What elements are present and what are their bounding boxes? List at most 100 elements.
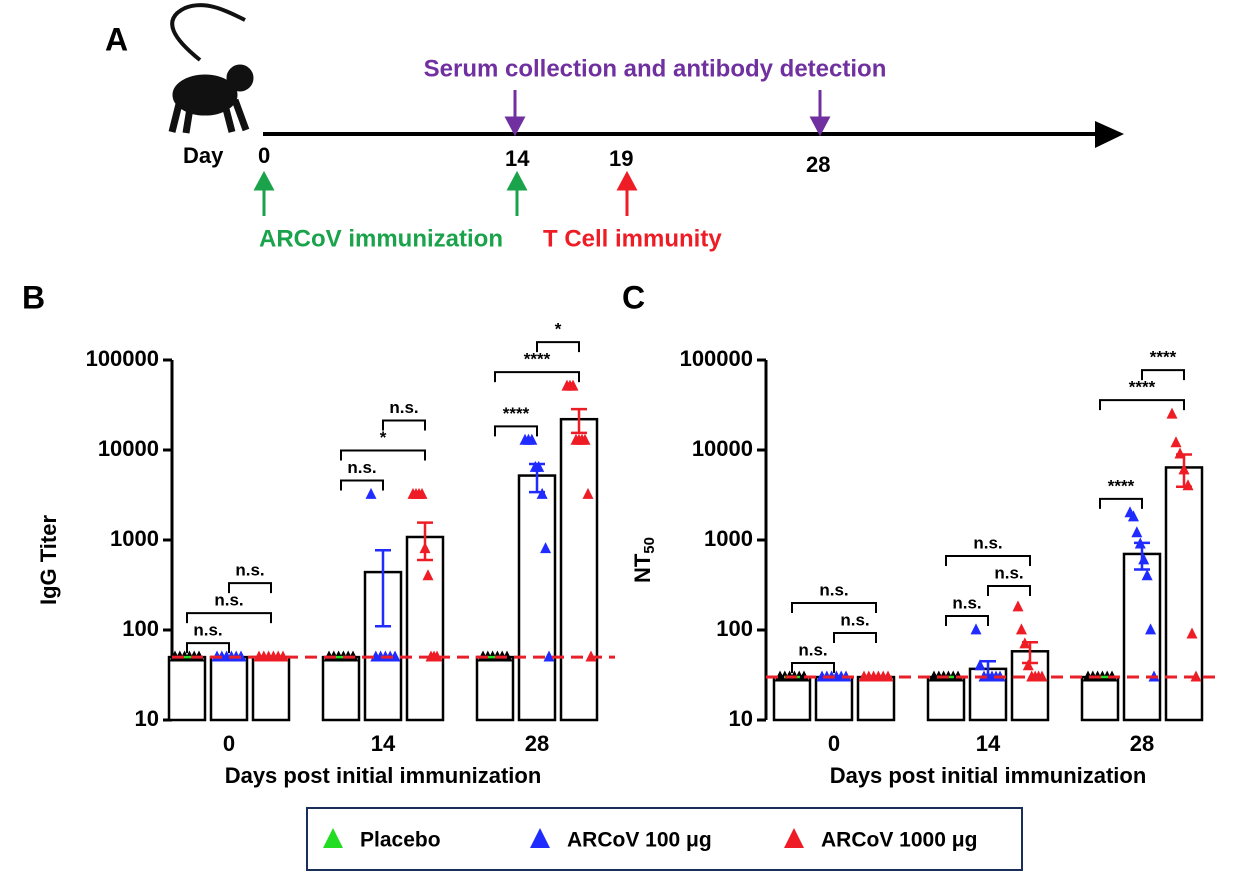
significance-bracket bbox=[945, 555, 1031, 566]
significance-bracket bbox=[340, 449, 426, 461]
legend-marker bbox=[323, 828, 343, 848]
bar bbox=[209, 655, 249, 722]
data-point bbox=[365, 487, 377, 499]
legend-label: ARCoV 1000 μg bbox=[821, 829, 977, 852]
bar bbox=[251, 655, 291, 722]
significance-bracket bbox=[1099, 399, 1185, 411]
data-point bbox=[1186, 627, 1198, 639]
y-tick-label: 1000 bbox=[704, 526, 753, 551]
y-tick-label: 10000 bbox=[98, 436, 159, 461]
significance-bracket bbox=[340, 479, 384, 491]
significance-bracket bbox=[1099, 497, 1143, 509]
data-point bbox=[1141, 569, 1153, 581]
y-tick-label: 10 bbox=[135, 706, 159, 731]
y-tick-label: 100 bbox=[716, 616, 753, 641]
significance-bracket bbox=[791, 602, 877, 614]
significance-label: **** bbox=[1150, 348, 1177, 367]
data-point bbox=[536, 487, 548, 499]
bar bbox=[814, 675, 854, 722]
bar bbox=[559, 417, 599, 722]
significance-bracket bbox=[536, 341, 580, 353]
bar bbox=[517, 474, 557, 722]
bar bbox=[475, 655, 515, 722]
immunization-label: ARCoV immunization bbox=[259, 225, 503, 252]
data-point bbox=[526, 433, 538, 445]
x-tick-label: 0 bbox=[828, 731, 840, 756]
y-tick-label: 1000 bbox=[110, 526, 159, 551]
significance-label: n.s. bbox=[840, 611, 869, 630]
significance-bracket bbox=[186, 612, 272, 624]
error-bar bbox=[1134, 541, 1150, 571]
timeline-panel: A Day 0 14 19 28 Serum collection and an… bbox=[105, 3, 1124, 252]
legend-label: ARCoV 100 μg bbox=[567, 829, 712, 852]
legend-marker bbox=[784, 828, 804, 848]
data-point bbox=[431, 650, 443, 662]
x-tick-label: 28 bbox=[1130, 731, 1154, 756]
error-bar bbox=[1022, 641, 1038, 665]
bar bbox=[1164, 466, 1204, 722]
error-bar bbox=[529, 462, 545, 494]
day-tick: 19 bbox=[609, 146, 633, 171]
y-axis-title-subscript: 50 bbox=[641, 537, 658, 554]
day-tick: 28 bbox=[806, 152, 830, 177]
significance-bracket bbox=[945, 615, 989, 626]
data-point bbox=[416, 487, 428, 499]
error-bar bbox=[375, 548, 391, 628]
legend-label: Placebo bbox=[360, 829, 441, 852]
significance-label: n.s. bbox=[973, 533, 1002, 552]
data-point bbox=[1145, 623, 1157, 635]
immunization-arrows bbox=[253, 170, 528, 216]
significance-bracket bbox=[833, 632, 877, 644]
serum-arrows bbox=[504, 90, 831, 137]
y-tick-label: 100000 bbox=[86, 346, 159, 371]
panel-label: A bbox=[105, 21, 128, 57]
x-tick-label: 28 bbox=[525, 731, 549, 756]
significance-bracket bbox=[791, 662, 835, 674]
y-tick-label: 100000 bbox=[680, 346, 753, 371]
significance-bracket bbox=[494, 425, 538, 437]
data-point bbox=[422, 569, 434, 581]
significance-label: n.s. bbox=[952, 593, 981, 612]
y-axis-title: NT50 bbox=[630, 537, 658, 583]
legend-box bbox=[306, 807, 1023, 871]
data-point bbox=[567, 379, 579, 391]
significance-bracket bbox=[228, 582, 272, 594]
data-point bbox=[1170, 436, 1182, 448]
significance-label: n.s. bbox=[235, 561, 264, 580]
y-tick-label: 100 bbox=[122, 616, 159, 641]
x-tick-label: 0 bbox=[223, 731, 235, 756]
significance-label: **** bbox=[503, 404, 530, 423]
error-bar bbox=[571, 407, 587, 435]
significance-bracket bbox=[382, 419, 426, 431]
bar bbox=[405, 535, 445, 722]
significance-label: n.s. bbox=[798, 641, 827, 660]
significance-label: n.s. bbox=[347, 458, 376, 477]
data-point bbox=[974, 659, 986, 671]
data-point bbox=[389, 650, 401, 662]
bar bbox=[167, 655, 207, 722]
significance-label: n.s. bbox=[994, 563, 1023, 582]
data-point bbox=[579, 433, 591, 445]
data-point bbox=[1131, 526, 1143, 538]
x-tick-label: 14 bbox=[976, 731, 1001, 756]
bar bbox=[926, 675, 966, 722]
significance-label: **** bbox=[1108, 476, 1135, 495]
significance-label: n.s. bbox=[389, 398, 418, 417]
significance-label: * bbox=[380, 428, 387, 447]
data-point bbox=[1015, 623, 1027, 635]
data-point bbox=[1022, 659, 1034, 671]
error-bar bbox=[417, 521, 433, 562]
day-label: Day bbox=[183, 143, 224, 168]
serum-label: Serum collection and antibody detection bbox=[424, 55, 887, 82]
bar bbox=[1122, 552, 1162, 722]
bar bbox=[321, 655, 361, 722]
panel-label: C bbox=[622, 279, 645, 315]
data-point bbox=[540, 542, 552, 554]
significance-label: **** bbox=[524, 350, 551, 369]
y-axis-title: IgG Titer bbox=[36, 515, 61, 605]
significance-label: n.s. bbox=[214, 591, 243, 610]
data-point bbox=[277, 650, 289, 662]
data-point bbox=[1012, 600, 1024, 612]
bar bbox=[772, 675, 812, 722]
data-point bbox=[970, 623, 982, 635]
